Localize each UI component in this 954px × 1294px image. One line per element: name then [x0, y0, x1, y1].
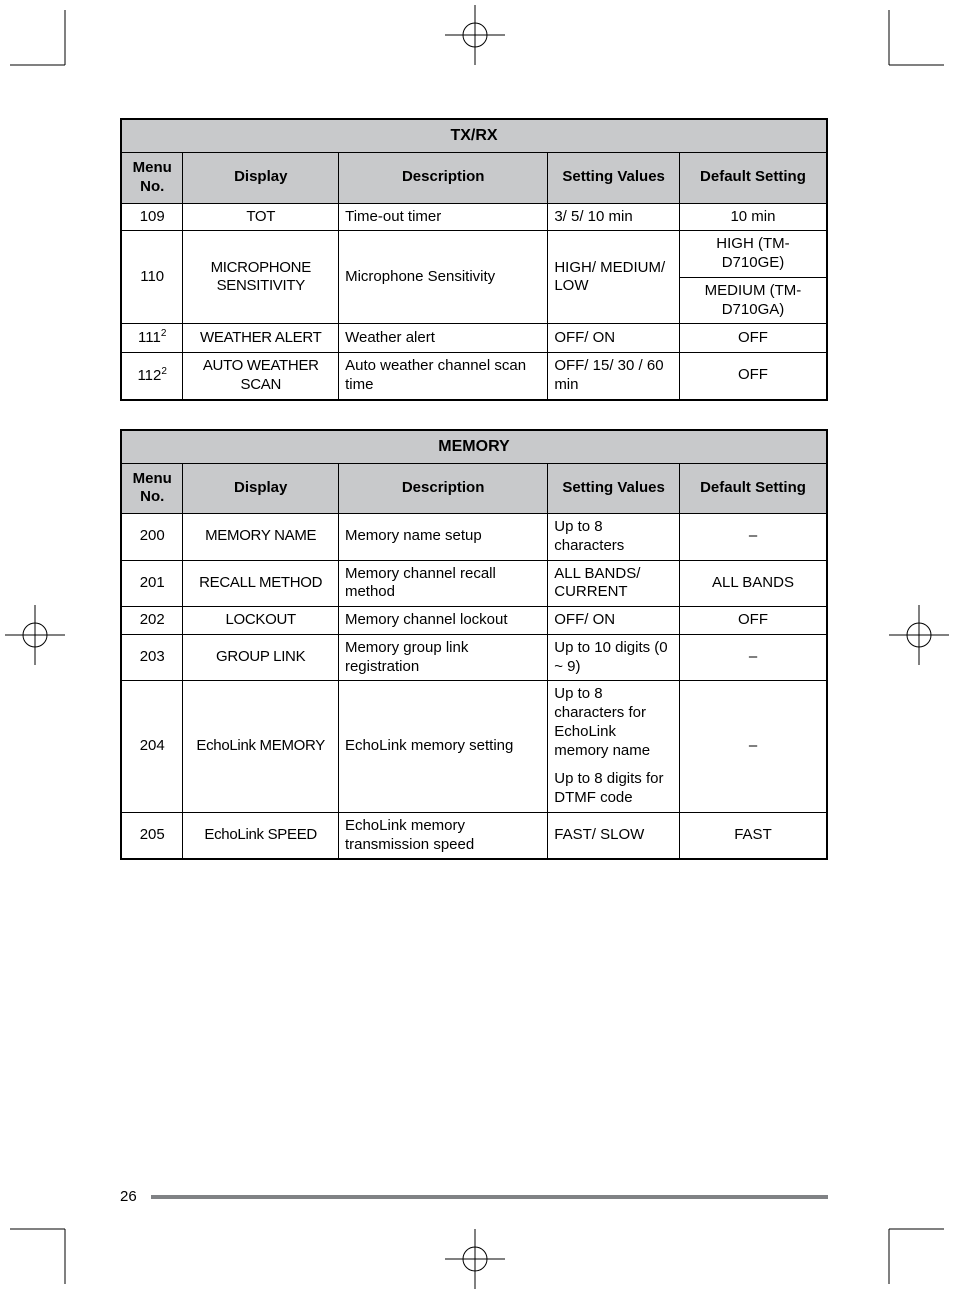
- th-setting-values: Setting Values: [548, 463, 680, 514]
- table-txrx: TX/RX Menu No. Display Description Setti…: [120, 118, 828, 401]
- table-row: 110 MICROPHONE SENSITIVITY Microphone Se…: [121, 231, 827, 324]
- crop-mark-bl: [10, 1214, 80, 1284]
- table-row: 202 LOCKOUT Memory channel lockout OFF/ …: [121, 607, 827, 635]
- page-footer: 26: [120, 1188, 828, 1205]
- cell-desc: EchoLink memory setting: [338, 681, 547, 813]
- cell-values: ALL BANDS/ CURRENT: [548, 560, 680, 607]
- cell-display: WEATHER ALERT: [200, 329, 321, 346]
- th-display: Display: [183, 463, 339, 514]
- cell-values: HIGH/ MEDIUM/ LOW: [548, 231, 680, 324]
- cell-default: OFF: [679, 607, 827, 635]
- th-description: Description: [339, 153, 548, 204]
- cell-menu: 202: [140, 611, 165, 628]
- cell-display: LOCKOUT: [225, 611, 295, 628]
- reg-mark-right: [889, 600, 949, 670]
- cell-desc: Memory group link registration: [338, 634, 547, 681]
- reg-mark-bottom: [440, 1229, 510, 1289]
- cell-menu: 109: [140, 208, 165, 225]
- cell-menu-sup: 2: [161, 366, 167, 377]
- cell-default-split: HIGH (TM-D710GE) MEDIUM (TM-D710GA): [679, 231, 827, 324]
- th-default-setting: Default Setting: [679, 463, 827, 514]
- cell-default: –: [679, 634, 827, 681]
- cell-default: OFF: [679, 324, 827, 353]
- cell-menu-sup: 2: [161, 328, 167, 339]
- cell-default-top: HIGH (TM-D710GE): [680, 231, 826, 278]
- table-row: 201 RECALL METHOD Memory channel recall …: [121, 560, 827, 607]
- th-default-setting: Default Setting: [679, 153, 827, 204]
- cell-values-p2: Up to 8 digits for DTMF code: [554, 770, 673, 808]
- table-row: 203 GROUP LINK Memory group link registr…: [121, 634, 827, 681]
- reg-mark-left: [5, 600, 65, 670]
- cell-menu: 204: [140, 737, 165, 754]
- cell-default: –: [679, 514, 827, 561]
- table-row: 204 EchoLink MEMORY EchoLink memory sett…: [121, 681, 827, 813]
- cell-desc: Time-out timer: [339, 203, 548, 231]
- cell-desc: Memory channel recall method: [338, 560, 547, 607]
- table-txrx-title: TX/RX: [121, 119, 827, 153]
- cell-menu: 112: [137, 367, 161, 384]
- cell-menu: 203: [140, 648, 165, 665]
- cell-default: OFF: [679, 353, 827, 400]
- page-number: 26: [120, 1188, 137, 1205]
- cell-default: FAST: [679, 812, 827, 859]
- crop-mark-tr: [874, 10, 944, 80]
- cell-default-bot: MEDIUM (TM-D710GA): [680, 278, 826, 324]
- cell-values-p1: Up to 8 characters for EchoLink memory n…: [554, 685, 673, 760]
- th-display: Display: [183, 153, 339, 204]
- table-row: 205 EchoLink SPEED EchoLink memory trans…: [121, 812, 827, 859]
- cell-display: MEMORY NAME: [205, 527, 316, 544]
- th-description: Description: [338, 463, 547, 514]
- table-row: 109 TOT Time-out timer 3/ 5/ 10 min 10 m…: [121, 203, 827, 231]
- cell-values-multi: Up to 8 characters for EchoLink memory n…: [548, 681, 680, 813]
- cell-menu: 111: [138, 329, 161, 346]
- cell-values: OFF/ ON: [548, 324, 680, 353]
- cell-desc: Auto weather channel scan time: [339, 353, 548, 400]
- cell-values: OFF/ 15/ 30 / 60 min: [548, 353, 680, 400]
- table-row: 1112 WEATHER ALERT Weather alert OFF/ ON…: [121, 324, 827, 353]
- cell-default: 10 min: [679, 203, 827, 231]
- cell-menu: 205: [140, 826, 165, 843]
- table-memory: MEMORY Menu No. Display Description Sett…: [120, 429, 828, 861]
- cell-desc: Memory name setup: [338, 514, 547, 561]
- cell-values: Up to 8 characters: [548, 514, 680, 561]
- cell-desc: Microphone Sensitivity: [339, 231, 548, 324]
- cell-display: GROUP LINK: [216, 648, 305, 665]
- th-menu-no: Menu No.: [121, 463, 183, 514]
- table-memory-title: MEMORY: [121, 430, 827, 464]
- crop-mark-br: [874, 1214, 944, 1284]
- table-row: 200 MEMORY NAME Memory name setup Up to …: [121, 514, 827, 561]
- cell-desc: Memory channel lockout: [338, 607, 547, 635]
- th-setting-values: Setting Values: [548, 153, 680, 204]
- reg-mark-top: [440, 5, 510, 65]
- cell-menu: 200: [140, 527, 165, 544]
- cell-desc: Weather alert: [339, 324, 548, 353]
- th-menu-no: Menu No.: [121, 153, 183, 204]
- cell-menu: 110: [140, 268, 164, 285]
- cell-values: FAST/ SLOW: [548, 812, 680, 859]
- table-row: 1122 AUTO WEATHER SCAN Auto weather chan…: [121, 353, 827, 400]
- cell-values: Up to 10 digits (0 ~ 9): [548, 634, 680, 681]
- footer-bar: [151, 1195, 828, 1199]
- cell-display: AUTO WEATHER SCAN: [203, 357, 319, 393]
- cell-display: RECALL METHOD: [199, 574, 322, 591]
- cell-menu: 201: [140, 574, 165, 591]
- cell-display: EchoLink MEMORY: [196, 737, 325, 754]
- cell-display: TOT: [246, 208, 275, 225]
- cell-default: –: [679, 681, 827, 813]
- cell-display: MICROPHONE SENSITIVITY: [211, 259, 311, 295]
- cell-desc: EchoLink memory transmission speed: [338, 812, 547, 859]
- cell-values: 3/ 5/ 10 min: [548, 203, 680, 231]
- page-content: TX/RX Menu No. Display Description Setti…: [120, 118, 828, 888]
- crop-mark-tl: [10, 10, 80, 80]
- cell-default: ALL BANDS: [679, 560, 827, 607]
- cell-values: OFF/ ON: [548, 607, 680, 635]
- cell-display: EchoLink SPEED: [204, 826, 317, 843]
